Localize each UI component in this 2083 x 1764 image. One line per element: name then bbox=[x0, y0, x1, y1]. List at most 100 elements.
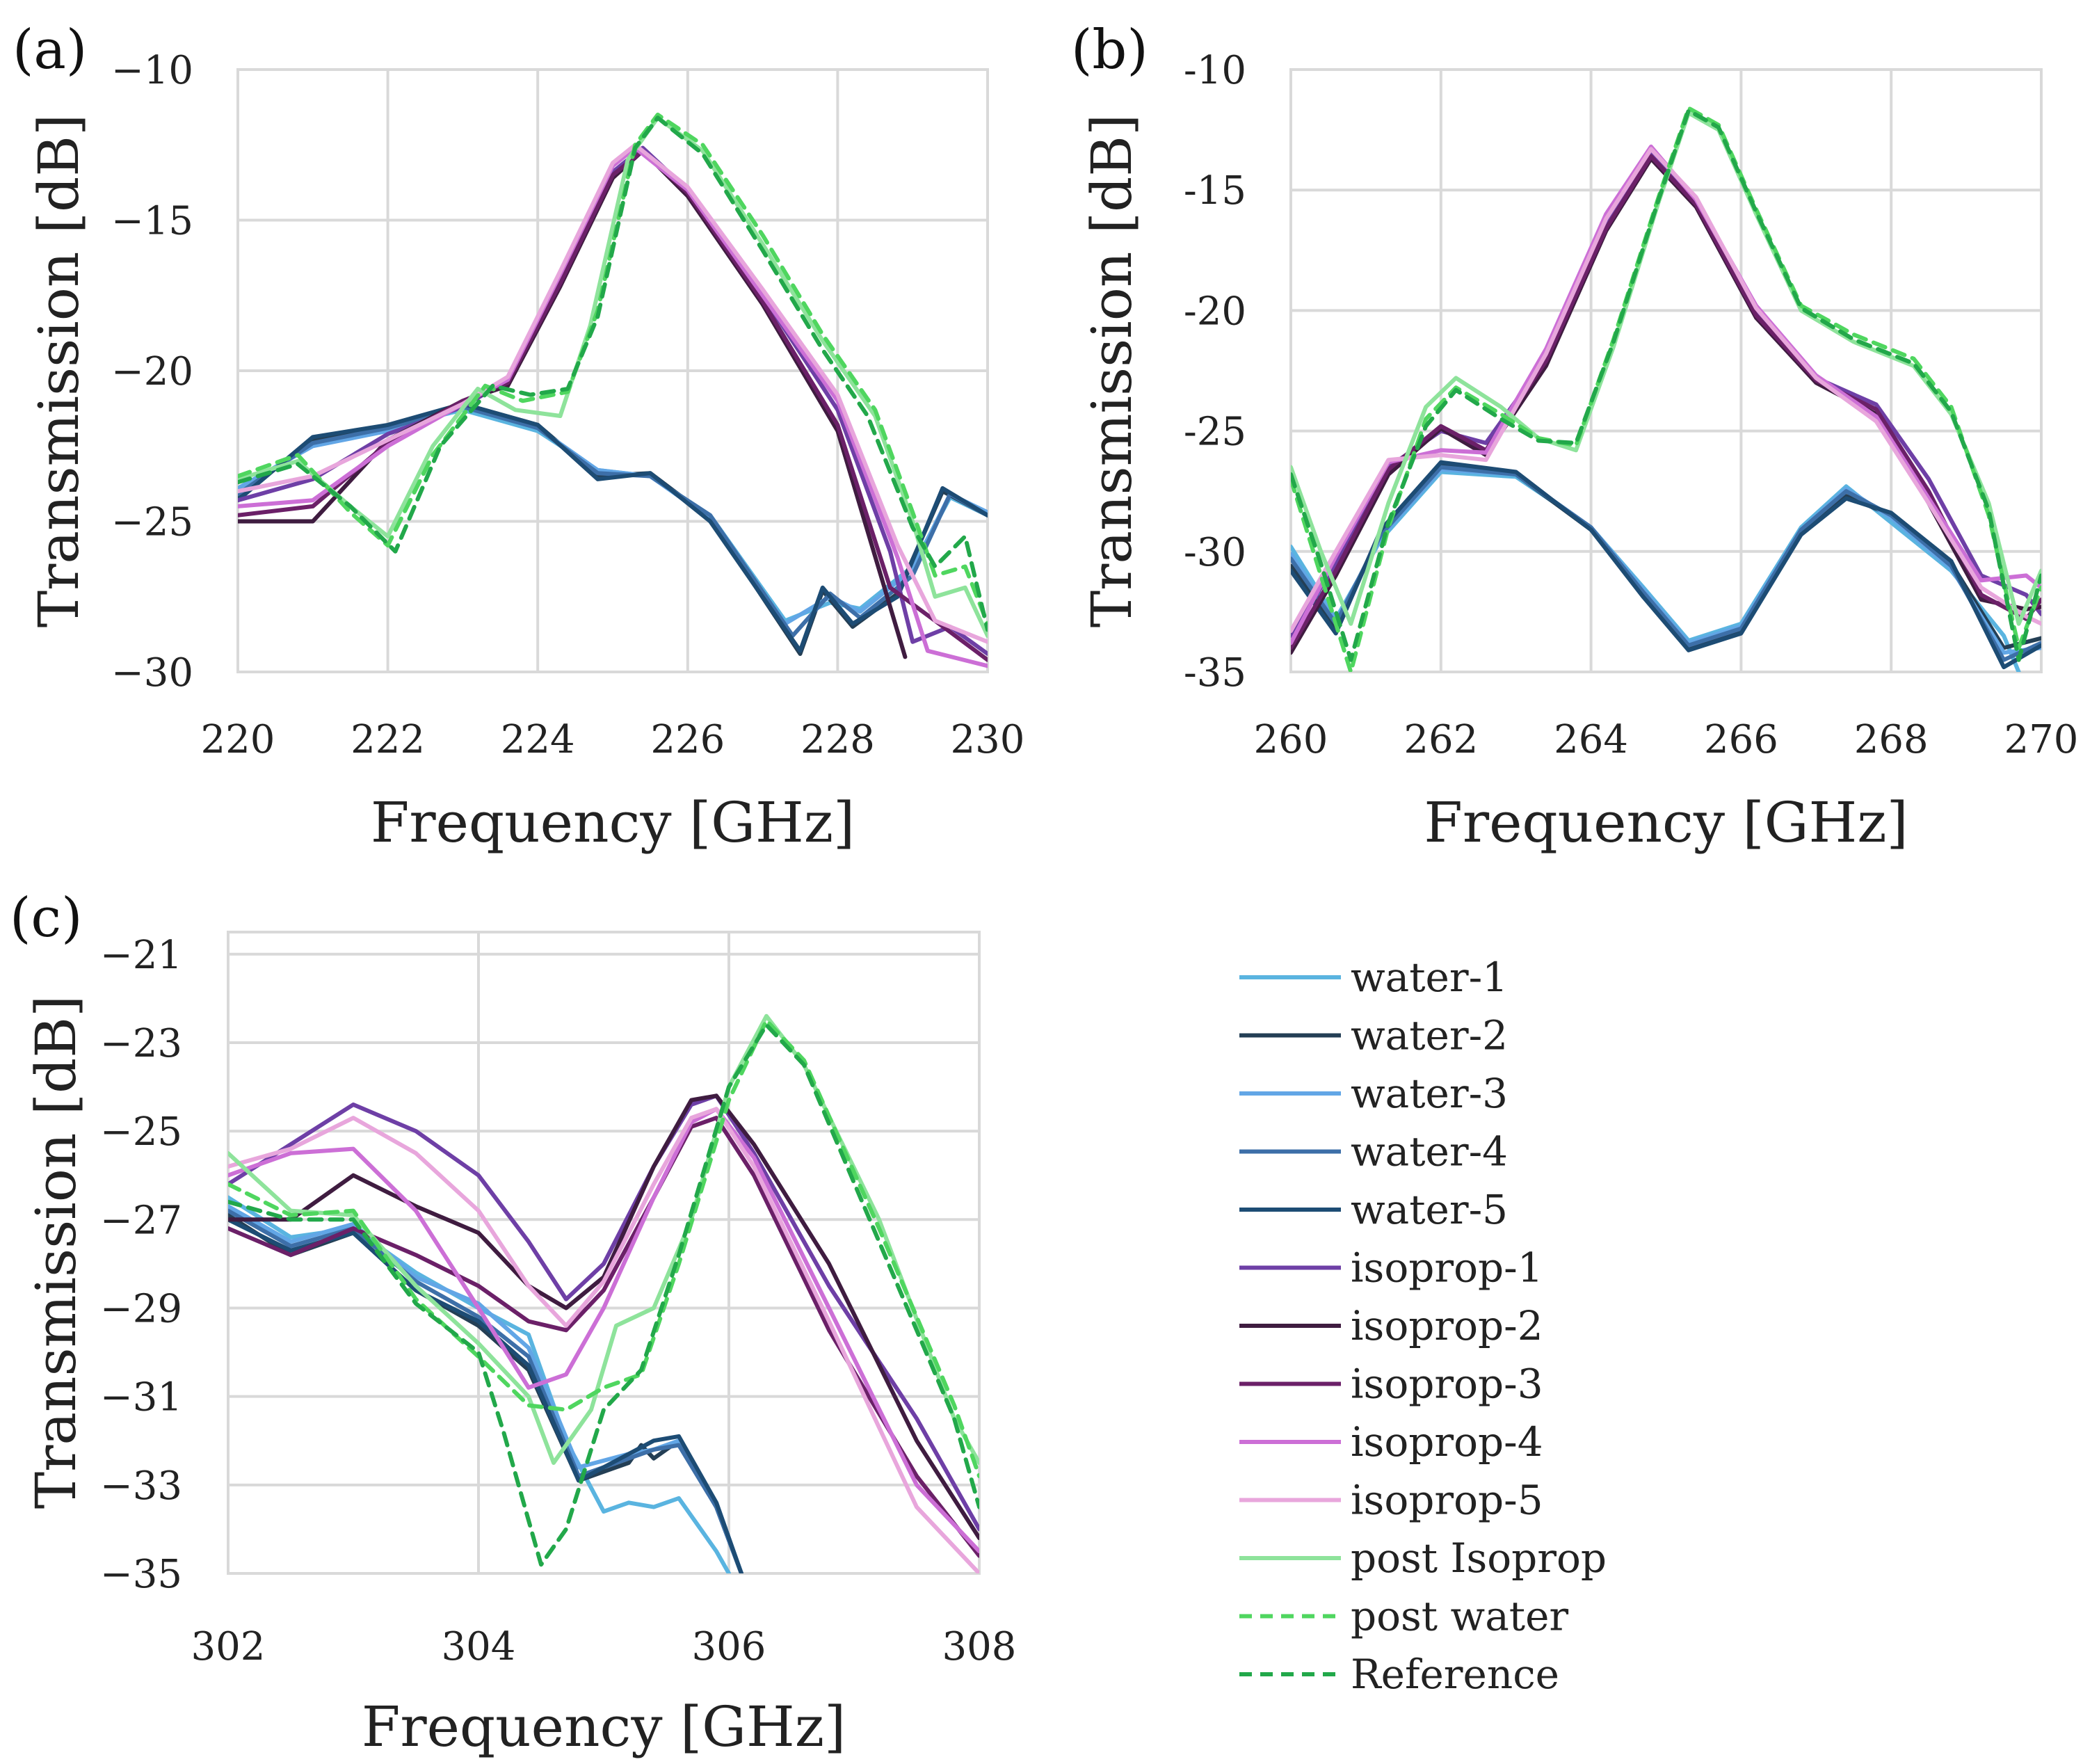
legend-item-isoprop-5: isoprop-5 bbox=[1239, 1477, 1543, 1524]
gridlines bbox=[1289, 68, 2043, 673]
panel-label-a: (a) bbox=[13, 19, 87, 81]
series-line-isoprop-3 bbox=[1291, 154, 2041, 650]
series-line-water-1 bbox=[1291, 470, 2021, 672]
x-tick-label: 230 bbox=[951, 717, 1025, 762]
legend-item-water-1: water-1 bbox=[1239, 954, 1508, 1001]
series-line-isoprop-1 bbox=[228, 1093, 979, 1532]
x-tick-label: 264 bbox=[1554, 717, 1628, 762]
series-group bbox=[238, 112, 988, 668]
series-line-isoprop-5 bbox=[228, 1107, 979, 1573]
panel-c: (c) 302 304 306 308 −35 −33 −31 −29 −27 −25 −23 −21 F… bbox=[10, 887, 1016, 1759]
series-line-water-2 bbox=[238, 401, 988, 656]
x-tick-label: 228 bbox=[801, 717, 875, 762]
legend-label: water-1 bbox=[1351, 954, 1508, 1001]
y-tick-label: −21 bbox=[100, 933, 182, 978]
legend-item-post-water: post water bbox=[1239, 1593, 1568, 1640]
legend-label: water-3 bbox=[1351, 1070, 1508, 1117]
y-axis-title: Transmission [dB] bbox=[26, 114, 91, 628]
legend: water-1 water-2 water-3 water-4 water-5 isopr… bbox=[1239, 954, 1607, 1698]
y-tick-label: -10 bbox=[1184, 48, 1246, 93]
series-line-isoprop-5 bbox=[238, 143, 988, 644]
y-tick-label: −25 bbox=[111, 500, 193, 545]
y-tick-label: −27 bbox=[100, 1198, 182, 1243]
legend-item-post-isoprop: post Isoprop bbox=[1239, 1534, 1607, 1582]
x-tick-label: 270 bbox=[2004, 717, 2079, 762]
series-line-isoprop-2 bbox=[238, 148, 908, 659]
x-tick-label: 304 bbox=[442, 1624, 516, 1669]
x-tick-label: 222 bbox=[351, 717, 425, 762]
x-tick-label: 220 bbox=[201, 717, 275, 762]
series-line-isoprop-4 bbox=[238, 145, 988, 668]
y-tick-label: -35 bbox=[1184, 650, 1246, 696]
panel-b: (b) 260 262 264 266 268 270 -35 -30 -25 -20 -15 -10 F… bbox=[1071, 19, 2078, 855]
legend-item-water-3: water-3 bbox=[1239, 1070, 1508, 1117]
panel-a: (a) 220 222 224 226 228 230 −30 −25 −20 −15 −10 Freq… bbox=[13, 19, 1024, 855]
legend-item-isoprop-1: isoprop-1 bbox=[1239, 1244, 1543, 1292]
series-line-water-4 bbox=[228, 1208, 743, 1573]
y-tick-label: −33 bbox=[100, 1464, 182, 1509]
y-axis-title: Transmission [dB] bbox=[1079, 114, 1144, 628]
gridlines bbox=[227, 932, 981, 1575]
plot-frame bbox=[227, 931, 981, 1575]
y-tick-label: -15 bbox=[1184, 168, 1246, 214]
legend-label: Reference bbox=[1351, 1651, 1559, 1698]
series-line-water-4 bbox=[1291, 465, 2041, 662]
series-line-water-5 bbox=[238, 401, 988, 653]
legend-label: isoprop-2 bbox=[1351, 1302, 1543, 1349]
legend-item-water-2: water-2 bbox=[1239, 1012, 1508, 1059]
y-tick-label: −20 bbox=[111, 349, 193, 394]
series-line-isoprop-4 bbox=[228, 1107, 979, 1554]
series-group bbox=[1291, 106, 2041, 672]
x-tick-label: 224 bbox=[501, 717, 575, 762]
y-axis-title: Transmission [dB] bbox=[24, 995, 88, 1509]
x-axis-title: Frequency [GHz] bbox=[362, 1694, 846, 1759]
legend-item-water-4: water-4 bbox=[1239, 1128, 1508, 1176]
x-tick-label: 266 bbox=[1704, 717, 1778, 762]
x-tick-label: 302 bbox=[191, 1624, 266, 1669]
legend-label: water-2 bbox=[1351, 1012, 1508, 1059]
legend-label: post Isoprop bbox=[1351, 1534, 1607, 1582]
x-tick-label: 306 bbox=[692, 1624, 766, 1669]
legend-label: post water bbox=[1351, 1593, 1568, 1640]
y-tick-label: -25 bbox=[1184, 410, 1246, 455]
panel-label-c: (c) bbox=[10, 887, 83, 949]
legend-item-isoprop-2: isoprop-2 bbox=[1239, 1302, 1543, 1349]
x-axis-title: Frequency [GHz] bbox=[371, 790, 855, 855]
series-line-isoprop-2 bbox=[1291, 157, 2041, 655]
series-line-water-2 bbox=[228, 1213, 743, 1573]
y-tick-label: −15 bbox=[111, 199, 193, 244]
x-tick-label: 226 bbox=[650, 717, 725, 762]
series-line-isoprop-4 bbox=[1291, 144, 2041, 646]
series-line-isoprop-5 bbox=[1291, 147, 2041, 634]
x-tick-label: 262 bbox=[1404, 717, 1478, 762]
legend-label: isoprop-4 bbox=[1351, 1418, 1543, 1466]
legend-label: isoprop-5 bbox=[1351, 1477, 1543, 1524]
gridlines bbox=[236, 68, 989, 673]
plot-frame bbox=[1289, 68, 2043, 673]
legend-item-water-5: water-5 bbox=[1239, 1186, 1508, 1233]
y-tick-label: −10 bbox=[111, 48, 193, 93]
legend-label: isoprop-3 bbox=[1351, 1361, 1543, 1408]
y-tick-label: −35 bbox=[100, 1552, 182, 1597]
series-line-post-water bbox=[228, 1018, 979, 1479]
legend-item-isoprop-4: isoprop-4 bbox=[1239, 1418, 1543, 1466]
y-tick-label: −29 bbox=[100, 1286, 182, 1331]
x-tick-label: 260 bbox=[1254, 717, 1328, 762]
legend-item-isoprop-3: isoprop-3 bbox=[1239, 1361, 1543, 1408]
legend-label: water-4 bbox=[1351, 1128, 1508, 1176]
y-tick-label: −31 bbox=[100, 1375, 182, 1420]
series-line-water-3 bbox=[228, 1204, 743, 1573]
series-line-reference bbox=[228, 1023, 979, 1567]
y-tick-label: −23 bbox=[100, 1021, 182, 1066]
y-tick-label: −30 bbox=[111, 650, 193, 696]
panel-label-b: (b) bbox=[1071, 19, 1148, 81]
y-tick-label: -20 bbox=[1184, 289, 1246, 334]
y-tick-label: -30 bbox=[1184, 530, 1246, 575]
series-line-reference bbox=[1291, 108, 2041, 662]
series-line-post-water bbox=[1291, 106, 2041, 672]
series-group bbox=[228, 1013, 979, 1573]
legend-label: isoprop-1 bbox=[1351, 1244, 1543, 1292]
x-axis-title: Frequency [GHz] bbox=[1424, 790, 1908, 855]
y-tick-label: −25 bbox=[100, 1109, 182, 1155]
